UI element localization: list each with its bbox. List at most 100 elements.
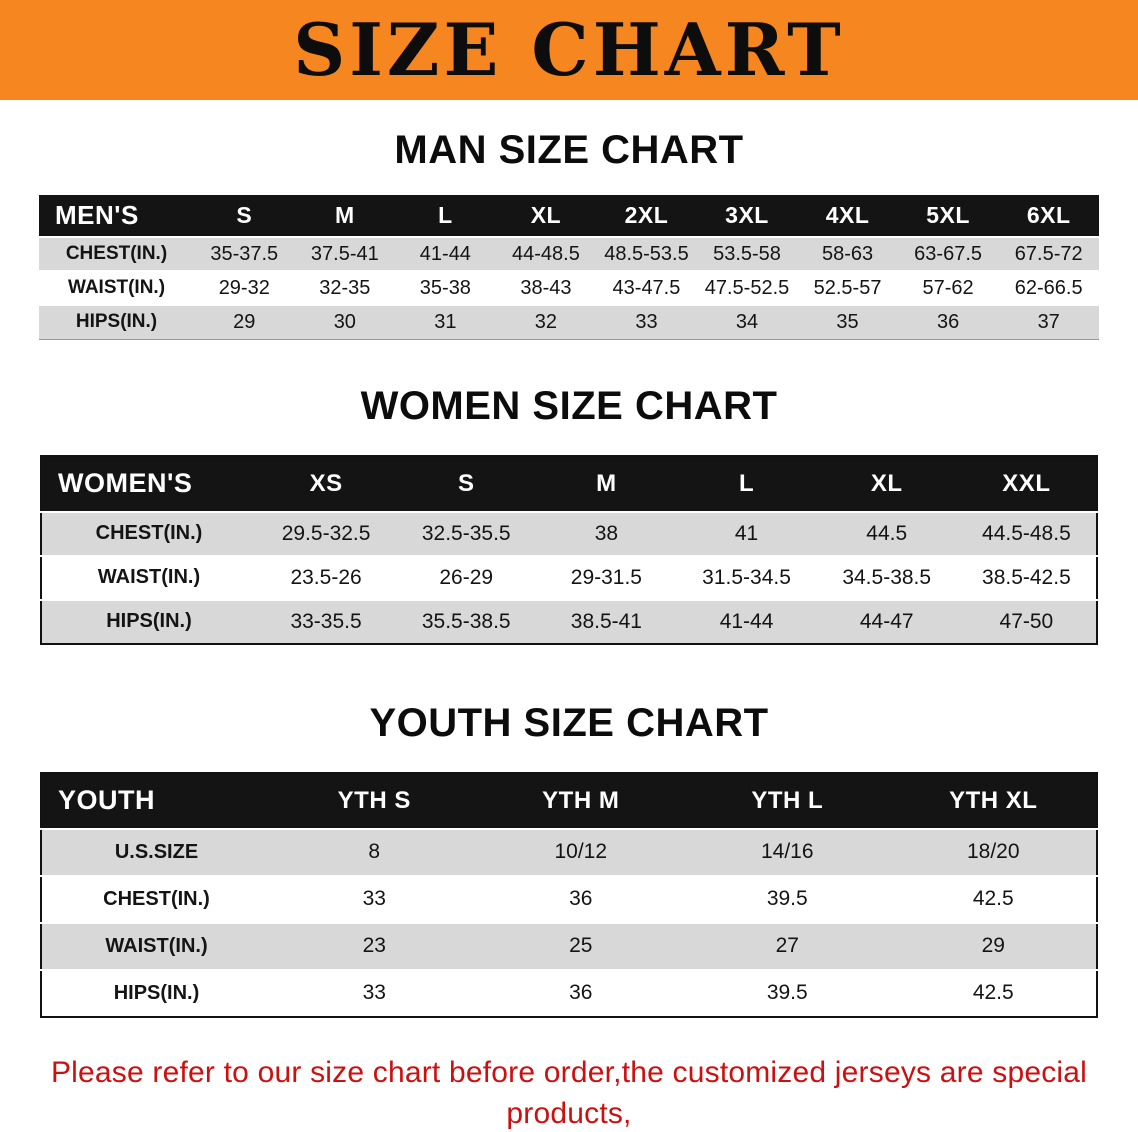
table-row: CHEST(IN.) 33 36 39.5 42.5 — [41, 874, 1097, 923]
value-cell: 48.5-53.5 — [596, 236, 697, 271]
value-cell: 38-43 — [495, 270, 597, 305]
value-cell: 43-47.5 — [596, 270, 697, 305]
table-row: WAIST(IN.) 23 25 27 29 — [41, 921, 1097, 970]
value-cell: 33 — [596, 304, 697, 339]
value-cell: 23 — [271, 921, 478, 970]
value-cell: 33 — [271, 968, 478, 1017]
size-header-cell: 4XL — [825, 202, 870, 228]
table-row: WAIST(IN.) 23.5-26 26-29 29-31.5 31.5-34.5 34… — [41, 554, 1097, 600]
value-cell: 18/20 — [890, 827, 1097, 876]
row-label-cell: CHEST(IN.) — [41, 874, 271, 923]
value-cell: 47.5-52.5 — [696, 270, 798, 305]
value-cell: 38.5-41 — [536, 598, 677, 644]
value-cell: 32.5-35.5 — [396, 510, 537, 556]
size-header-cell: 3XL — [725, 202, 769, 228]
value-cell: 32-35 — [294, 270, 396, 305]
value-cell: 34 — [696, 304, 798, 339]
value-cell: 44-47 — [816, 598, 957, 644]
value-cell: 34.5-38.5 — [816, 554, 957, 600]
value-cell: 44-48.5 — [495, 236, 597, 271]
value-cell: 36 — [897, 304, 999, 339]
women-section: WOMEN SIZE CHART WOMEN'S XS S M L XL XXL CHEST(… — [0, 384, 1138, 645]
table-row: HIPS(IN.) 33-35.5 35.5-38.5 38.5-41 41-44 44-… — [41, 598, 1097, 644]
size-header-cell: YTH L — [751, 786, 824, 814]
value-cell: 38 — [536, 510, 677, 556]
value-cell: 29-31.5 — [536, 554, 677, 600]
value-cell: 41 — [676, 510, 817, 556]
row-label-cell: U.S.SIZE — [41, 827, 271, 876]
notice-line-1: Please refer to our size chart before or… — [50, 1055, 1088, 1130]
value-cell: 58-63 — [797, 236, 898, 271]
row-label-cell: WAIST(IN.) — [39, 270, 194, 305]
value-cell: 8 — [271, 827, 478, 876]
row-label-cell: CHEST(IN.) — [39, 236, 194, 271]
size-header-cell: YTH S — [337, 786, 411, 814]
size-header-cell: 2XL — [624, 202, 669, 228]
value-cell: 44.5 — [816, 510, 957, 556]
value-cell: 35-38 — [395, 270, 496, 305]
women-section-heading: WOMEN SIZE CHART — [360, 383, 778, 428]
women-size-table: WOMEN'S XS S M L XL XXL CHEST(IN.) 29.5-32.5 32.5… — [40, 454, 1098, 645]
size-chart-banner: SIZE CHART — [0, 0, 1138, 100]
value-cell: 32 — [495, 304, 597, 339]
value-cell: 29 — [194, 304, 295, 339]
youth-section-heading: YOUTH SIZE CHART — [369, 700, 769, 745]
value-cell: 41-44 — [395, 236, 496, 271]
row-label-cell: WAIST(IN.) — [41, 921, 271, 970]
value-cell: 62-66.5 — [998, 270, 1099, 305]
size-header-cell: XXL — [1002, 469, 1051, 497]
value-cell: 44.5-48.5 — [956, 510, 1097, 556]
size-header-cell: M — [334, 202, 355, 228]
size-header-cell: L — [738, 469, 755, 497]
value-cell: 47-50 — [956, 598, 1097, 644]
table-header-row: MEN'S S M L XL 2XL 3XL 4XL 5XL 6XL — [39, 195, 1099, 237]
value-cell: 35-37.5 — [194, 236, 295, 271]
value-cell: 36 — [477, 874, 684, 923]
men-section-heading: MAN SIZE CHART — [394, 128, 744, 172]
size-header-cell: XL — [530, 202, 562, 228]
table-row: HIPS(IN.) 29 30 31 32 33 34 35 36 37 — [39, 304, 1099, 339]
value-cell: 26-29 — [396, 554, 537, 600]
value-cell: 29.5-32.5 — [256, 510, 397, 556]
value-cell: 35 — [797, 304, 898, 339]
table-title-cell: YOUTH — [58, 785, 155, 815]
value-cell: 10/12 — [477, 827, 684, 876]
size-header-cell: S — [236, 202, 253, 228]
value-cell: 29-32 — [194, 270, 295, 305]
value-cell: 33-35.5 — [256, 598, 397, 644]
value-cell: 41-44 — [676, 598, 817, 644]
value-cell: 42.5 — [890, 968, 1097, 1017]
value-cell: 67.5-72 — [998, 236, 1099, 271]
value-cell: 31.5-34.5 — [676, 554, 817, 600]
size-header-cell: YTH M — [542, 786, 620, 814]
order-notice: Please refer to our size chart before or… — [0, 1052, 1138, 1132]
value-cell: 39.5 — [684, 968, 891, 1017]
size-header-cell: S — [457, 469, 475, 497]
table-title-cell: MEN'S — [55, 200, 139, 230]
table-row: WAIST(IN.) 29-32 32-35 35-38 38-43 43-47.5 47.… — [39, 270, 1099, 305]
value-cell: 38.5-42.5 — [956, 554, 1097, 600]
value-cell: 52.5-57 — [797, 270, 898, 305]
size-header-cell: YTH XL — [949, 786, 1038, 814]
value-cell: 39.5 — [684, 874, 891, 923]
size-header-cell: M — [596, 469, 617, 497]
value-cell: 14/16 — [684, 827, 891, 876]
value-cell: 42.5 — [890, 874, 1097, 923]
value-cell: 37 — [998, 304, 1099, 339]
value-cell: 25 — [477, 921, 684, 970]
table-row: CHEST(IN.) 29.5-32.5 32.5-35.5 38 41 44.5 44.5… — [41, 510, 1097, 556]
size-header-cell: L — [438, 202, 453, 228]
row-label-cell: HIPS(IN.) — [41, 598, 256, 644]
page-title: SIZE CHART — [293, 7, 845, 92]
value-cell: 31 — [395, 304, 496, 339]
value-cell: 37.5-41 — [294, 236, 396, 271]
value-cell: 63-67.5 — [897, 236, 999, 271]
size-header-cell: XS — [309, 469, 343, 497]
value-cell: 57-62 — [897, 270, 999, 305]
table-header-row: WOMEN'S XS S M L XL XXL — [41, 455, 1097, 512]
size-header-cell: XL — [870, 469, 903, 497]
value-cell: 23.5-26 — [256, 554, 397, 600]
value-cell: 36 — [477, 968, 684, 1017]
youth-size-table: YOUTH YTH S YTH M YTH L YTH XL U.S.SIZE 8 10/12… — [40, 771, 1098, 1018]
